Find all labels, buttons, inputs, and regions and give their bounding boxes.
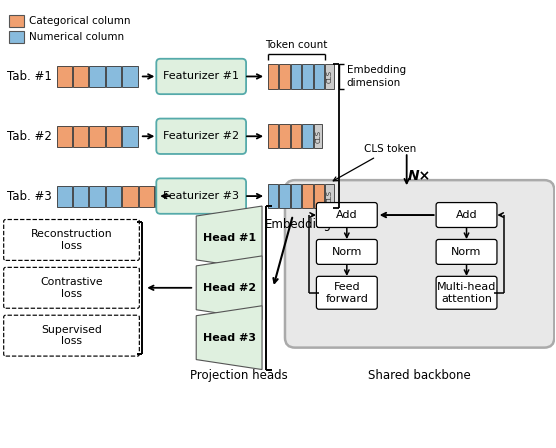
Text: Reconstruction
loss: Reconstruction loss: [31, 229, 112, 251]
Bar: [268, 64, 279, 89]
Bar: [122, 66, 138, 87]
FancyBboxPatch shape: [436, 276, 497, 309]
Text: CLS: CLS: [326, 70, 332, 83]
FancyBboxPatch shape: [4, 315, 140, 356]
Text: Featurizer #3: Featurizer #3: [163, 191, 239, 201]
Bar: [90, 185, 105, 207]
Bar: [73, 66, 88, 87]
Text: CLS: CLS: [315, 130, 321, 143]
FancyBboxPatch shape: [156, 119, 246, 154]
Bar: [155, 185, 171, 207]
FancyBboxPatch shape: [316, 202, 378, 228]
Bar: [314, 64, 324, 89]
FancyBboxPatch shape: [285, 180, 554, 348]
Text: Embedding
dimension: Embedding dimension: [347, 65, 406, 88]
Bar: [291, 124, 301, 148]
Bar: [325, 64, 334, 89]
Text: Supervised
loss: Supervised loss: [41, 325, 102, 346]
Bar: [325, 184, 334, 208]
Text: CLS token: CLS token: [333, 144, 416, 181]
FancyBboxPatch shape: [4, 220, 140, 260]
Text: Featurizer #2: Featurizer #2: [163, 131, 239, 141]
Bar: [291, 64, 301, 89]
Bar: [90, 66, 105, 87]
Bar: [302, 124, 313, 148]
Text: Tab. #3: Tab. #3: [7, 190, 51, 202]
Bar: [280, 184, 290, 208]
Bar: [57, 185, 72, 207]
Bar: [106, 126, 121, 147]
Text: Categorical column: Categorical column: [28, 16, 130, 26]
Bar: [90, 126, 105, 147]
Bar: [139, 185, 154, 207]
Bar: [314, 124, 322, 148]
Bar: [302, 184, 313, 208]
Text: Shared backbone: Shared backbone: [368, 369, 471, 382]
Text: Embeddings: Embeddings: [265, 218, 337, 231]
Bar: [268, 184, 279, 208]
FancyBboxPatch shape: [316, 239, 378, 264]
Bar: [268, 124, 279, 148]
Text: Norm: Norm: [451, 247, 481, 257]
Polygon shape: [196, 206, 262, 270]
FancyBboxPatch shape: [316, 276, 378, 309]
Text: Numerical column: Numerical column: [28, 32, 124, 42]
Bar: [73, 185, 88, 207]
Text: Norm: Norm: [331, 247, 362, 257]
FancyBboxPatch shape: [4, 267, 140, 308]
Text: Feed
forward: Feed forward: [325, 282, 368, 304]
FancyBboxPatch shape: [436, 239, 497, 264]
Text: Head #2: Head #2: [202, 283, 256, 293]
Bar: [9, 15, 24, 26]
Text: N×: N×: [408, 169, 431, 183]
Polygon shape: [196, 306, 262, 370]
Bar: [302, 64, 313, 89]
Bar: [291, 184, 301, 208]
FancyBboxPatch shape: [436, 202, 497, 228]
Bar: [122, 185, 138, 207]
Bar: [106, 185, 121, 207]
Text: Contrastive
loss: Contrastive loss: [40, 277, 103, 299]
FancyBboxPatch shape: [156, 59, 246, 94]
FancyBboxPatch shape: [156, 178, 246, 214]
Bar: [9, 31, 24, 43]
Text: Tab. #1: Tab. #1: [7, 70, 52, 83]
Bar: [314, 184, 324, 208]
Bar: [280, 124, 290, 148]
Text: CLS: CLS: [326, 190, 332, 202]
Text: Head #3: Head #3: [202, 333, 256, 343]
Bar: [57, 126, 72, 147]
Text: Projection heads: Projection heads: [190, 369, 288, 382]
Text: Add: Add: [456, 210, 478, 220]
Polygon shape: [196, 256, 262, 320]
Text: Featurizer #1: Featurizer #1: [163, 72, 239, 82]
Bar: [280, 64, 290, 89]
Text: Add: Add: [336, 210, 358, 220]
Text: Token count: Token count: [266, 40, 328, 50]
Bar: [57, 66, 72, 87]
Bar: [122, 126, 138, 147]
Text: Tab. #2: Tab. #2: [7, 130, 52, 143]
Bar: [73, 126, 88, 147]
Bar: [106, 66, 121, 87]
Text: Head #1: Head #1: [202, 233, 256, 243]
Text: Multi-head
attention: Multi-head attention: [437, 282, 496, 304]
